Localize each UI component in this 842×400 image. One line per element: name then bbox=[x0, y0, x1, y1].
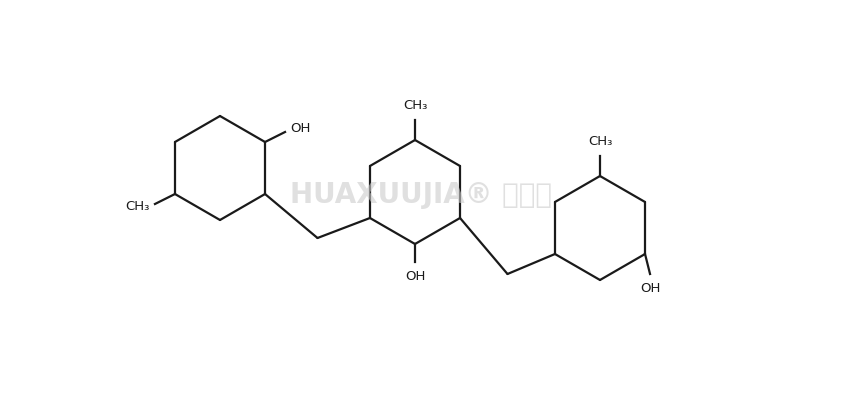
Text: CH₃: CH₃ bbox=[402, 99, 427, 112]
Text: OH: OH bbox=[290, 122, 311, 136]
Text: OH: OH bbox=[640, 282, 660, 295]
Text: CH₃: CH₃ bbox=[588, 135, 612, 148]
Text: CH₃: CH₃ bbox=[125, 200, 150, 214]
Text: OH: OH bbox=[405, 270, 425, 283]
Text: HUAXUUJIA® 化学加: HUAXUUJIA® 化学加 bbox=[290, 181, 552, 209]
